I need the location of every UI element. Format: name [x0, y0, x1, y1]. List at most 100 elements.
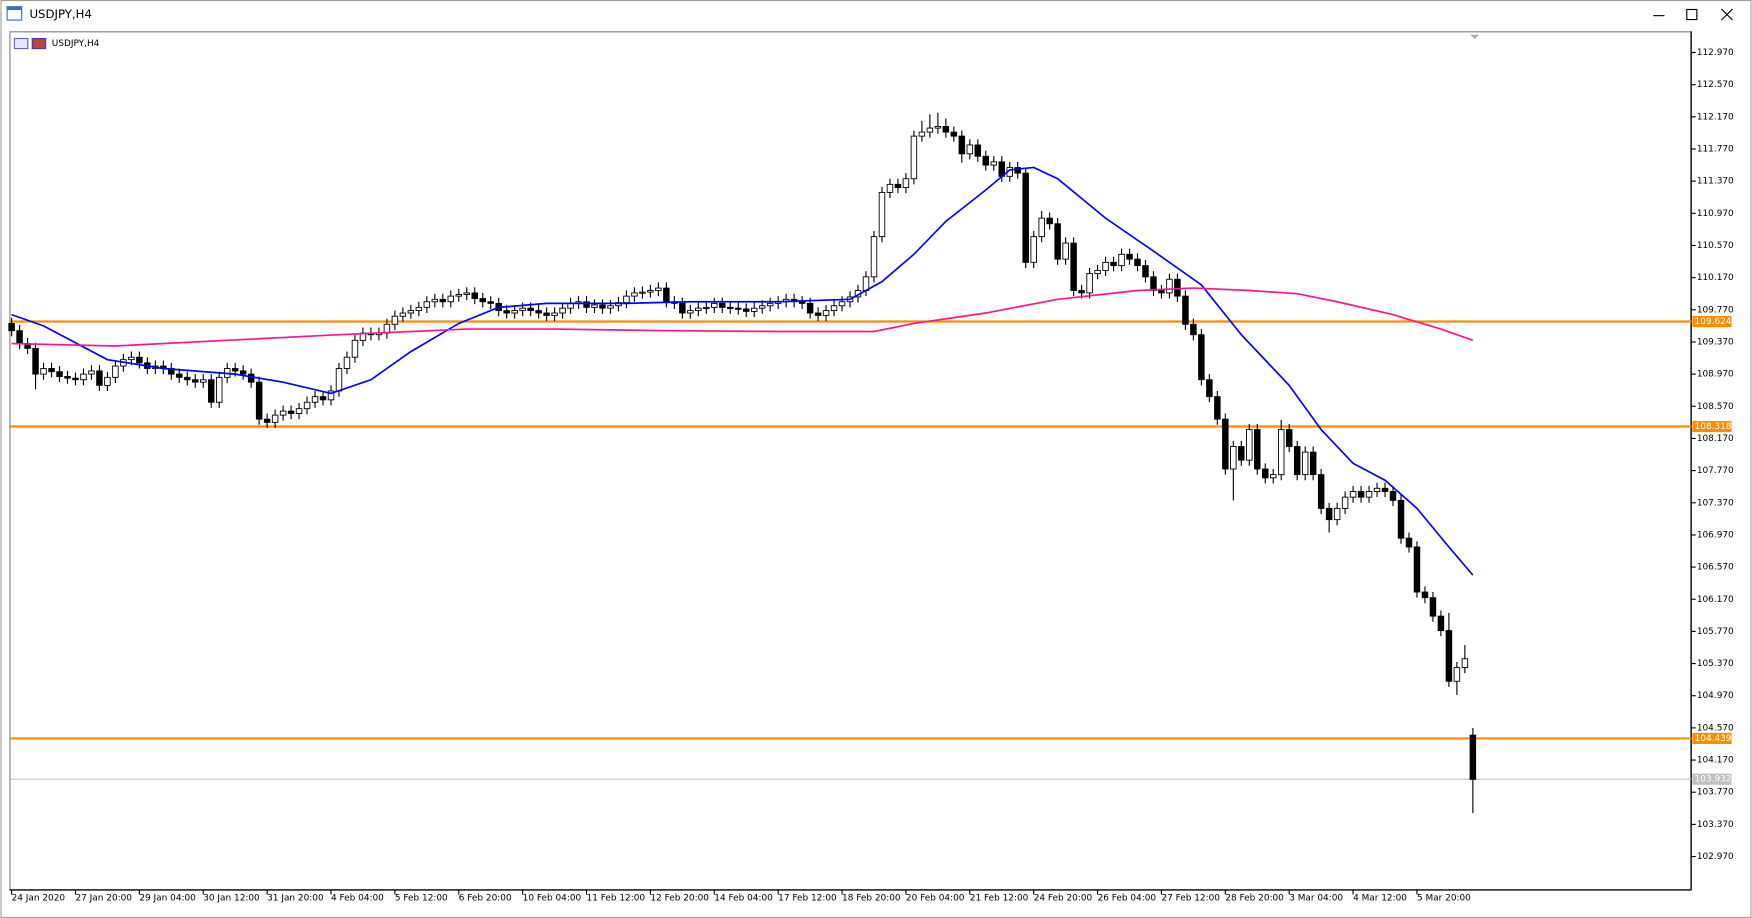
- candle-body: [551, 312, 558, 316]
- candle-body: [1301, 451, 1309, 476]
- level-label: 109.624: [1695, 317, 1732, 327]
- x-tick-label: 24 Jan 2020: [12, 893, 66, 903]
- candle-body: [1254, 429, 1261, 470]
- candle-body: [735, 307, 742, 310]
- level-label: 108.318: [1695, 422, 1732, 432]
- candle-body: [806, 302, 814, 314]
- candle-body: [215, 376, 223, 403]
- bid-tag: [1692, 773, 1732, 785]
- candle-body: [519, 307, 526, 312]
- candle-body: [1262, 468, 1269, 479]
- candle-body: [343, 356, 351, 369]
- candle-body: [647, 290, 654, 293]
- x-tick-label: 26 Feb 04:00: [1098, 893, 1157, 903]
- candle-body: [1325, 507, 1333, 521]
- header-icon: [13, 37, 29, 50]
- candle-body: [1285, 429, 1293, 447]
- candle-body: [631, 292, 638, 297]
- x-tick-label: 29 Jan 04:00: [139, 893, 196, 903]
- candle-body: [798, 301, 806, 304]
- candle-body: [870, 236, 878, 278]
- x-tick-label: 27 Feb 12:00: [1161, 893, 1220, 903]
- x-tick-label: 31 Jan 20:00: [267, 893, 324, 903]
- candle-body: [711, 302, 718, 308]
- candle-body: [1166, 278, 1173, 294]
- candle-body: [303, 401, 311, 410]
- candle-body: [263, 418, 271, 423]
- candle-body: [1373, 487, 1381, 492]
- candle-body: [1190, 323, 1197, 336]
- candle-body: [80, 373, 87, 381]
- candle-body: [503, 310, 510, 314]
- candle-body: [423, 301, 431, 308]
- close-button[interactable]: [1721, 8, 1733, 21]
- y-tick-label: 107.770: [1697, 466, 1734, 476]
- moving-average: [11, 166, 1474, 576]
- candle-body: [950, 131, 958, 137]
- candle-body: [104, 376, 111, 386]
- x-tick-label: 14 Feb 04:00: [714, 893, 773, 903]
- candle-body: [1126, 253, 1133, 260]
- y-tick-label: 109.370: [1697, 337, 1734, 347]
- candle-body: [1214, 396, 1221, 420]
- candle-body: [1357, 491, 1365, 498]
- candle-body: [1230, 446, 1237, 470]
- candle-body: [1102, 261, 1109, 271]
- x-tick-label: 10 Feb 04:00: [523, 893, 582, 903]
- x-tick-label: 3 Mar 04:00: [1289, 893, 1343, 903]
- x-tick-label: 5 Mar 20:00: [1417, 893, 1471, 903]
- candle-body: [766, 302, 774, 307]
- candle-body: [926, 127, 934, 133]
- x-tick-label: 11 Feb 12:00: [587, 893, 646, 903]
- candle-body: [1413, 546, 1421, 593]
- candle-body: [687, 310, 694, 314]
- candle-body: [758, 305, 766, 309]
- candle-body: [351, 339, 359, 358]
- candle-body: [415, 306, 423, 312]
- candle-body: [1389, 491, 1397, 501]
- candle-body: [1134, 258, 1141, 267]
- candle-body: [966, 144, 974, 155]
- x-tick-label: 4 Feb 04:00: [331, 893, 384, 903]
- y-tick-label: 112.570: [1697, 80, 1734, 90]
- candle-body: [1046, 217, 1053, 225]
- y-tick-label: 106.170: [1697, 595, 1734, 605]
- candle-body: [16, 330, 23, 345]
- candle-body: [1333, 507, 1341, 521]
- candle-body: [934, 126, 942, 129]
- candle-body: [535, 310, 542, 314]
- candle-body: [176, 373, 183, 378]
- candle-body: [1150, 276, 1157, 291]
- candle-body: [822, 310, 830, 316]
- x-tick-label: 20 Feb 04:00: [906, 893, 965, 903]
- candle-body: [479, 298, 486, 303]
- candle-body: [974, 144, 982, 157]
- candle-body: [279, 410, 287, 416]
- candle-body: [543, 312, 550, 316]
- level-tag: [1692, 420, 1732, 433]
- candle-body: [599, 304, 606, 309]
- level-label: 104.439: [1695, 734, 1732, 744]
- bid-label: 103.932: [1695, 775, 1732, 785]
- candle-body: [527, 307, 534, 312]
- candle-body: [838, 301, 846, 307]
- candle-body: [750, 307, 758, 312]
- candle-body: [1030, 236, 1037, 263]
- y-tick-label: 106.970: [1697, 530, 1734, 540]
- candle-body: [391, 315, 399, 325]
- maximize-button[interactable]: [1686, 8, 1698, 21]
- candle-body: [8, 323, 15, 332]
- candle-body: [407, 310, 415, 314]
- level-tag: [1692, 732, 1732, 745]
- candle-body: [192, 379, 199, 383]
- y-tick-label: 102.970: [1697, 852, 1734, 862]
- candle-body: [255, 381, 263, 420]
- x-tick-label: 5 Feb 12:00: [395, 893, 448, 903]
- app-icon-bar: [7, 6, 22, 11]
- candle-body: [1405, 537, 1413, 548]
- y-tick-label: 109.770: [1697, 305, 1734, 315]
- y-tick-label: 108.570: [1697, 402, 1734, 412]
- candle-body: [1349, 491, 1357, 498]
- candle-body: [679, 302, 686, 314]
- candle-body: [1086, 273, 1093, 294]
